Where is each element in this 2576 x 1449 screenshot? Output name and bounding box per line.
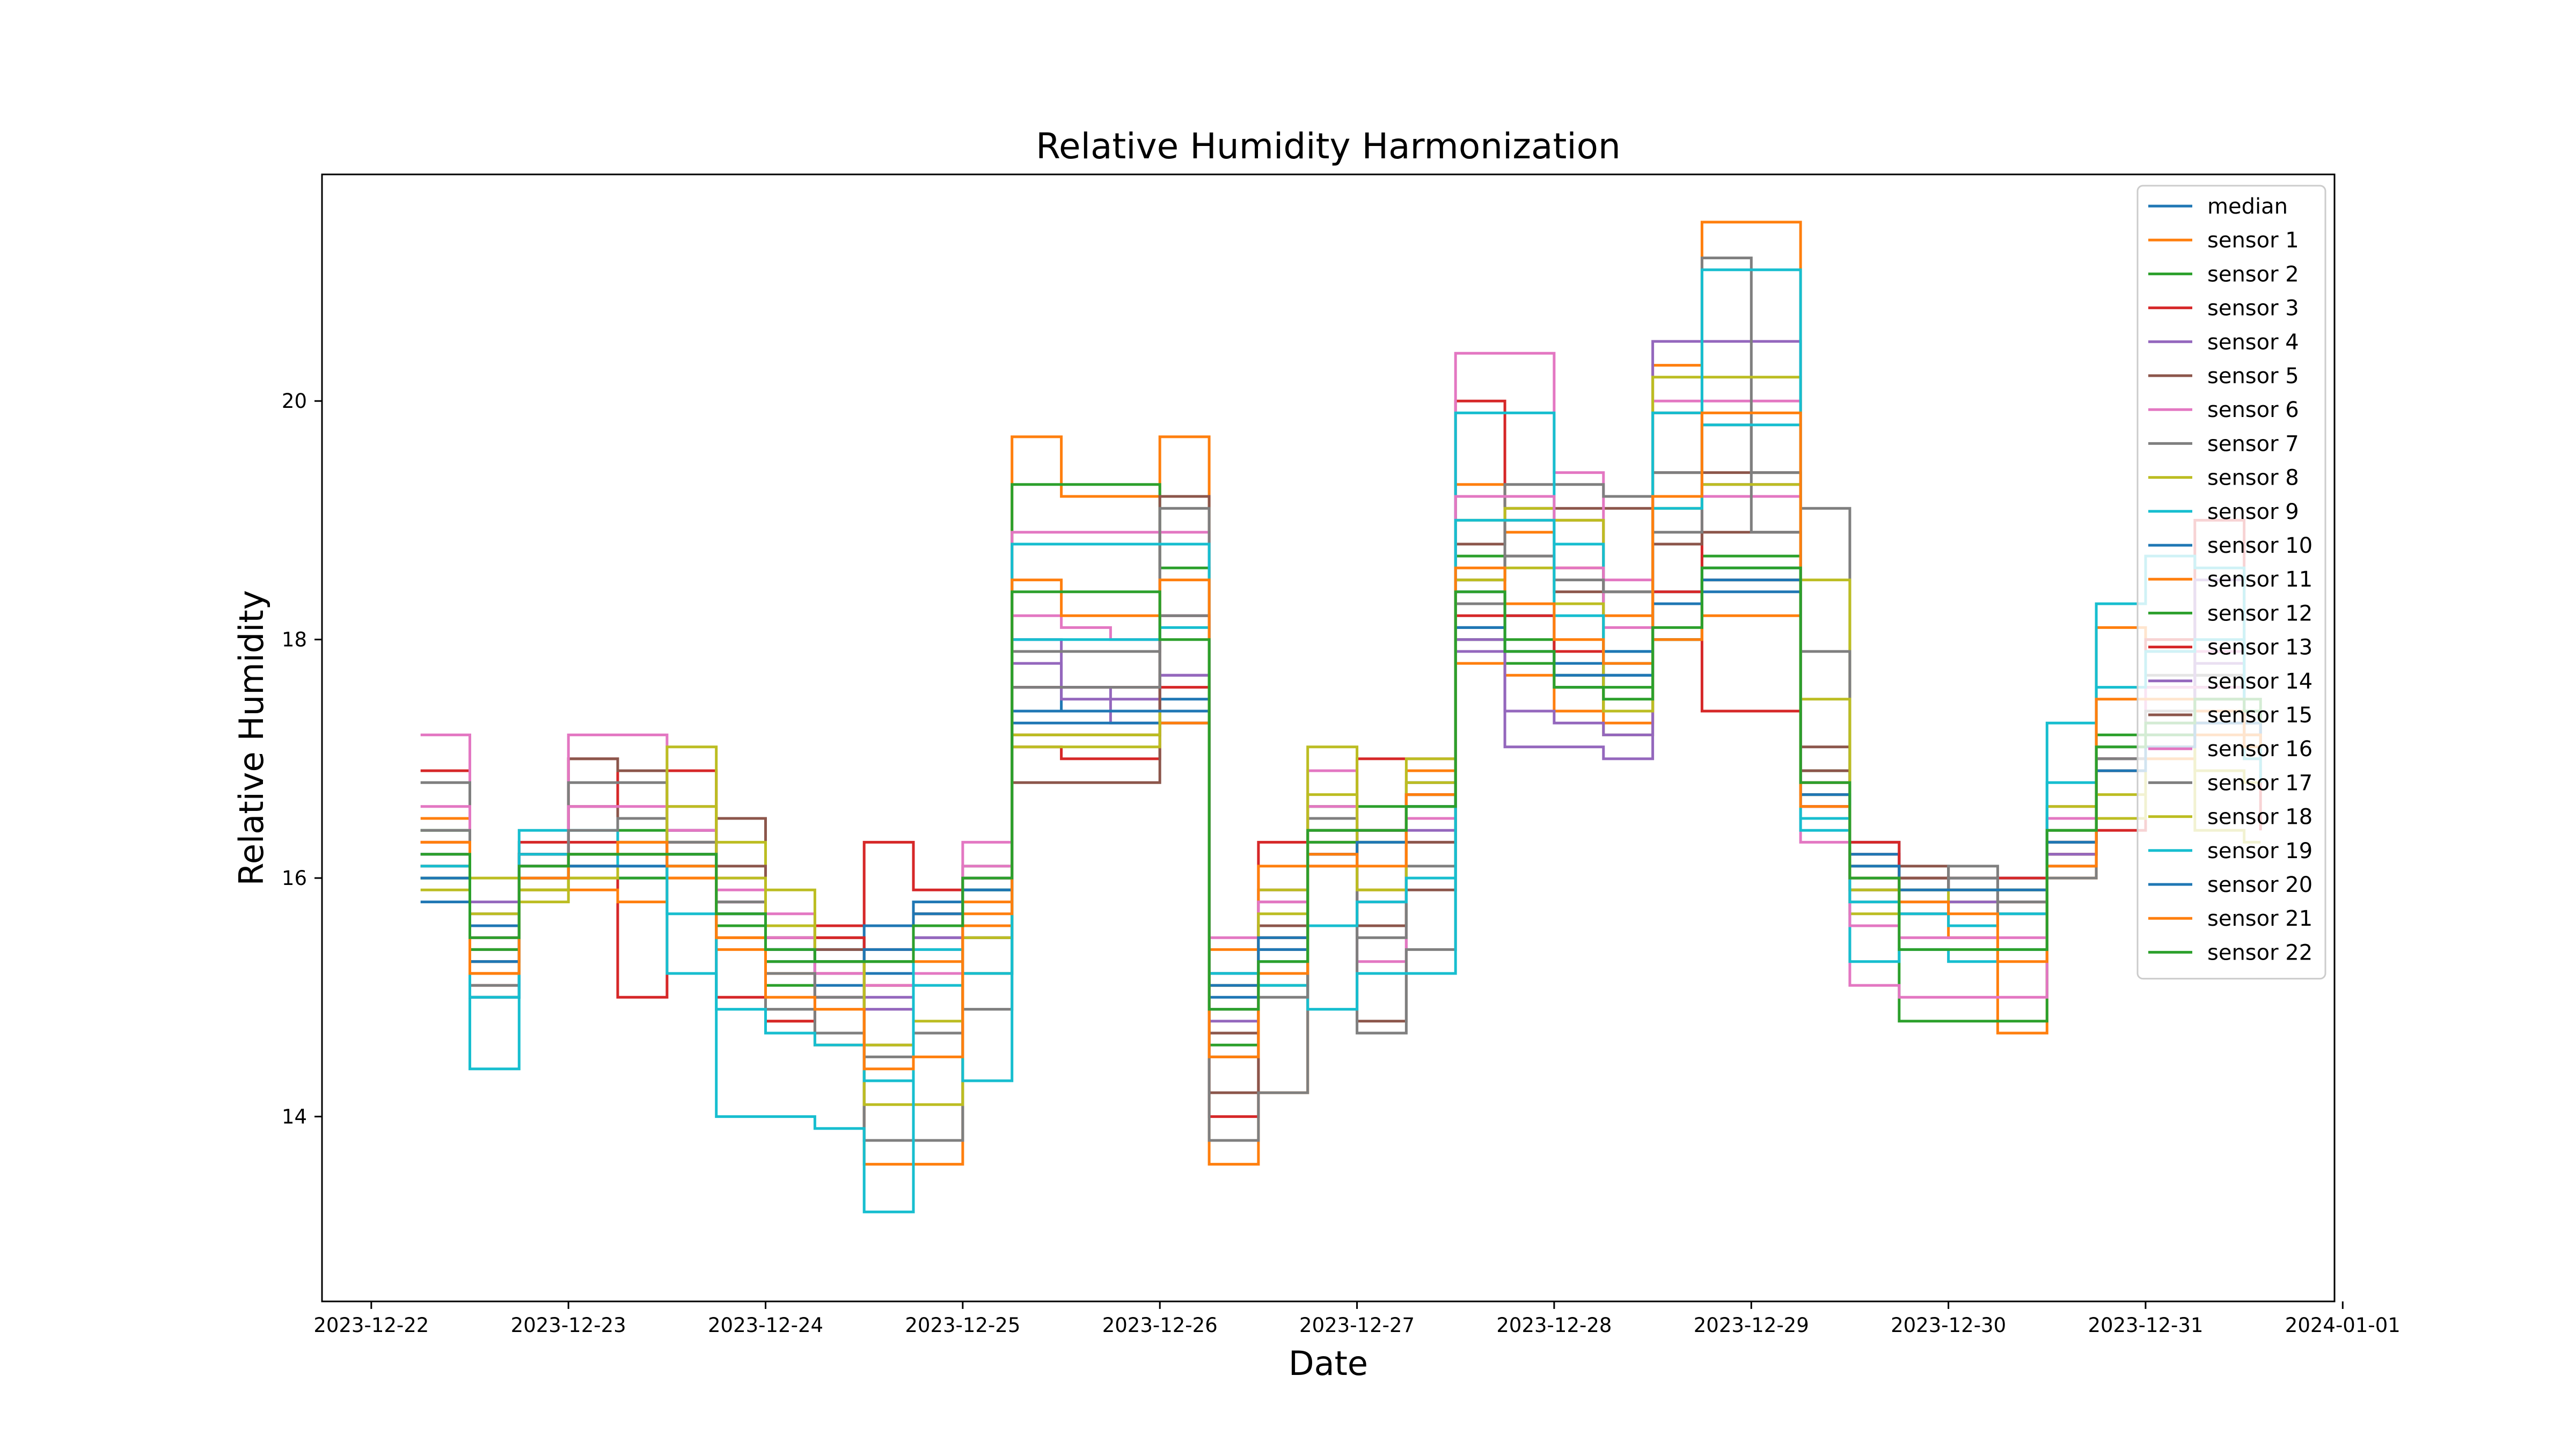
y-tick-label-3: 20 [282, 390, 307, 413]
y-tick-label-1: 16 [282, 867, 307, 890]
legend-label-2: sensor 2 [2207, 262, 2299, 287]
series-line-19 [420, 423, 2262, 1082]
x-tick-label-4: 2023-12-26 [1102, 1314, 1218, 1337]
x-tick-label-2: 2023-12-24 [708, 1314, 823, 1337]
x-tick-label-1: 2023-12-23 [511, 1314, 626, 1337]
y-tick-label-0: 14 [282, 1106, 307, 1129]
legend-label-19: sensor 19 [2207, 839, 2312, 863]
legend-label-3: sensor 3 [2207, 296, 2299, 321]
legend-label-15: sensor 15 [2207, 703, 2312, 728]
legend-label-20: sensor 20 [2207, 873, 2312, 897]
legend-label-13: sensor 13 [2207, 635, 2312, 660]
legend-label-0: median [2207, 194, 2288, 219]
series-line-22 [420, 566, 2262, 1011]
legend-label-21: sensor 21 [2207, 906, 2312, 931]
legend-label-9: sensor 9 [2207, 500, 2299, 524]
chart-title: Relative Humidity Harmonization [1036, 126, 1621, 167]
x-axis: 2023-12-22 2023-12-23 2023-12-24 2023-12-25… [313, 1301, 2401, 1337]
legend-label-10: sensor 10 [2207, 533, 2312, 558]
x-tick-label-6: 2023-12-28 [1496, 1314, 1612, 1337]
legend-label-14: sensor 14 [2207, 669, 2312, 694]
legend-label-17: sensor 17 [2207, 771, 2312, 795]
legend-label-1: sensor 1 [2207, 228, 2299, 253]
legend-label-22: sensor 22 [2207, 940, 2312, 965]
y-axis-label: Relative Humidity [232, 590, 271, 886]
legend-label-18: sensor 18 [2207, 805, 2312, 830]
legend-label-5: sensor 5 [2207, 364, 2299, 389]
x-tick-label-7: 2023-12-29 [1694, 1314, 1809, 1337]
x-tick-label-5: 2023-12-27 [1299, 1314, 1415, 1337]
series-layer [420, 221, 2262, 1213]
x-tick-label-8: 2023-12-30 [1891, 1314, 2006, 1337]
legend-label-12: sensor 12 [2207, 601, 2312, 626]
legend-label-8: sensor 8 [2207, 466, 2299, 491]
x-axis-label: Date [1289, 1344, 1368, 1383]
plot-area-frame [321, 173, 2336, 1302]
legend-label-16: sensor 16 [2207, 737, 2312, 762]
series-line-21 [420, 411, 2262, 1071]
series-line-17 [420, 423, 2262, 1058]
legend-box [2136, 185, 2326, 980]
y-axis: 14 16 18 20 [282, 390, 322, 1129]
x-tick-label-3: 2023-12-25 [905, 1314, 1020, 1337]
x-tick-label-10: 2024-01-01 [2285, 1314, 2401, 1337]
legend-label-7: sensor 7 [2207, 431, 2299, 456]
legend-label-4: sensor 4 [2207, 330, 2299, 355]
legend-label-11: sensor 11 [2207, 567, 2312, 592]
legend-label-6: sensor 6 [2207, 398, 2299, 422]
x-tick-label-0: 2023-12-22 [313, 1314, 429, 1337]
y-tick-label-2: 18 [282, 628, 307, 652]
legend: median sensor 1 sensor 2 sensor 3 sensor 4 se… [2136, 185, 2326, 980]
x-tick-label-9: 2023-12-31 [2088, 1314, 2203, 1337]
